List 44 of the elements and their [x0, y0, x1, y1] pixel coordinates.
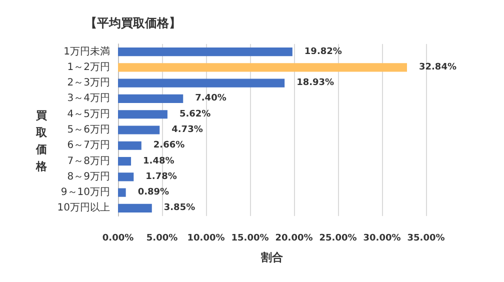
y-tick-label: 6～7万円 — [67, 140, 110, 152]
y-tick-label: 10万円以上 — [57, 202, 110, 214]
bar — [118, 63, 407, 72]
bar — [118, 78, 285, 88]
bar — [118, 156, 132, 166]
bar — [118, 141, 142, 150]
x-tick-label: 20.00% — [275, 234, 313, 244]
data-label: 7.40% — [195, 94, 226, 104]
bar — [118, 110, 168, 119]
data-label: 4.73% — [172, 125, 203, 135]
x-tick-label: 25.00% — [319, 234, 357, 244]
data-label: 3.85% — [164, 203, 196, 214]
x-tick-label: 5.00% — [146, 234, 178, 244]
y-tick-label: 5～6万円 — [67, 124, 110, 136]
x-tick-label: 35.00% — [407, 234, 445, 244]
y-tick-label: 9～10万円 — [60, 187, 110, 198]
bar — [118, 172, 134, 182]
bar — [118, 48, 292, 56]
data-label: 0.89% — [138, 188, 170, 198]
y-axis-title: 買取価格 — [35, 109, 48, 173]
data-label: 2.66% — [153, 140, 185, 151]
chart-title: 【平均買取価格】 — [85, 16, 181, 30]
x-tick-label: 15.00% — [231, 234, 269, 244]
y-tick-label: 1万円未満 — [64, 45, 110, 58]
data-label: 18.93% — [296, 78, 334, 88]
bar — [118, 94, 184, 104]
y-tick-label: 7～8万円 — [67, 156, 110, 167]
y-tick-label: 1～2万円 — [67, 62, 110, 73]
x-axis-title: 割合 — [260, 251, 284, 264]
x-tick-label: 10.00% — [187, 234, 225, 244]
data-label: 19.82% — [304, 46, 342, 57]
x-tick-label: 30.00% — [363, 234, 401, 244]
y-tick-label: 4～5万円 — [67, 108, 110, 120]
data-label: 1.78% — [146, 172, 177, 182]
data-label: 1.48% — [143, 156, 174, 166]
x-tick-label: 0.00% — [102, 234, 134, 244]
bar — [118, 188, 126, 197]
y-tick-label: 8～9万円 — [67, 171, 110, 182]
bar — [118, 204, 152, 212]
y-tick-label: 3～4万円 — [67, 93, 110, 104]
y-tick-label: 2～3万円 — [67, 78, 110, 89]
bar — [118, 126, 160, 134]
data-label: 32.84% — [418, 62, 456, 72]
data-label: 5.62% — [179, 109, 211, 120]
